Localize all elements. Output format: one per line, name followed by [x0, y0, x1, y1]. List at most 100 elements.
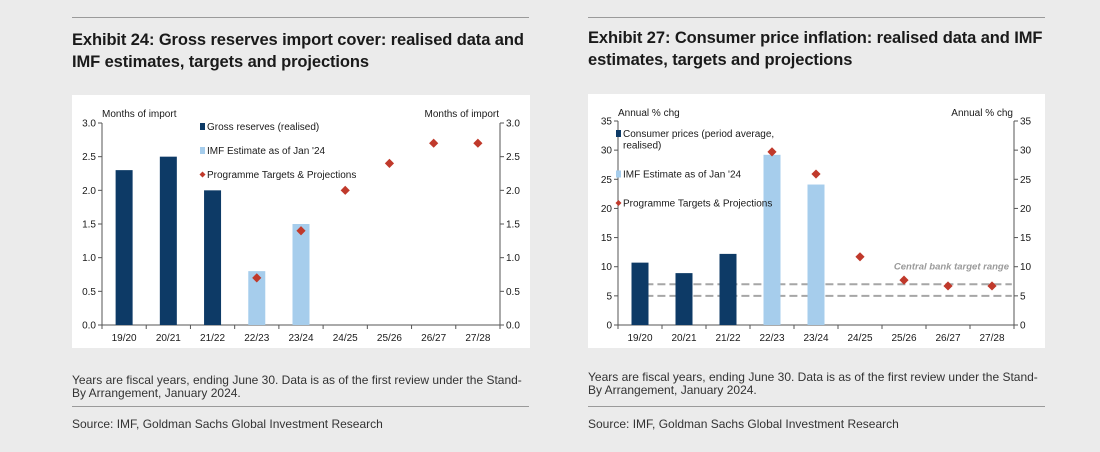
bar-21-22 [719, 253, 737, 325]
programme-marker-27-28 [987, 281, 997, 291]
x-tick-label: 27/28 [979, 333, 1004, 344]
x-tick-label: 24/25 [847, 333, 872, 344]
legend-swatch [200, 147, 205, 154]
target-range-label: Central bank target range [894, 262, 1010, 273]
bar-21-22 [204, 190, 222, 325]
left-tick-label: 0.0 [82, 321, 96, 332]
x-tick-label: 21/22 [200, 333, 225, 344]
programme-marker-25-26 [384, 158, 395, 168]
legend-swatch [616, 130, 621, 137]
x-tick-label: 26/27 [935, 333, 960, 344]
x-tick-label: 20/21 [671, 333, 696, 344]
top-rule-right [588, 17, 1045, 18]
legend-marker [615, 200, 622, 206]
x-tick-label: 22/23 [244, 333, 269, 344]
right-tick-label: 2.5 [506, 152, 520, 163]
x-tick-label: 20/21 [156, 333, 181, 344]
right-tick-label: 1.5 [506, 220, 520, 231]
left-tick-label: 15 [601, 233, 613, 244]
right-tick-label: 5 [1020, 291, 1026, 302]
programme-marker-26-27 [943, 281, 953, 291]
left-tick-label: 35 [601, 117, 613, 128]
legend-label: Consumer prices (period average, [623, 129, 774, 140]
left-tick-label: 30 [601, 146, 613, 157]
legend-label: IMF Estimate as of Jan '24 [207, 146, 326, 157]
left-tick-label: 0 [606, 321, 612, 332]
legend-label: Gross reserves (realised) [207, 122, 319, 133]
exhibit-27-note: Years are fiscal years, ending June 30. … [588, 370, 1038, 397]
note-rule-left [72, 406, 529, 407]
legend-label: Programme Targets & Projections [623, 199, 772, 210]
legend-swatch [200, 123, 205, 130]
programme-marker-22-23 [767, 147, 777, 157]
right-tick-label: 2.0 [506, 186, 520, 197]
bar-19-20 [115, 170, 133, 325]
legend-label: Programme Targets & Projections [207, 170, 356, 181]
bar-23-24 [807, 184, 825, 325]
right-tick-label: 3.0 [506, 119, 520, 130]
programme-marker-26-27 [429, 138, 439, 148]
right-tick-label: 15 [1020, 233, 1032, 244]
x-tick-label: 25/26 [377, 333, 402, 344]
left-tick-label: 2.0 [82, 186, 96, 197]
x-tick-label: 24/25 [333, 333, 358, 344]
bar-20-21 [675, 273, 693, 325]
left-tick-label: 25 [601, 175, 613, 186]
x-tick-label: 27/28 [465, 333, 490, 344]
left-tick-label: 5 [606, 291, 612, 302]
right-tick-label: 0.0 [506, 321, 520, 332]
left-tick-label: 0.5 [82, 287, 96, 298]
right-axis-title: Months of import [425, 109, 500, 120]
right-tick-label: 30 [1020, 146, 1032, 157]
x-tick-label: 21/22 [715, 333, 740, 344]
reserves-cover-chart: 0.0 0.0 0.5 0.5 1.0 1.0 1.5 1.5 2.0 2.0 2.5 2.5 3.0 3… [82, 109, 520, 344]
right-tick-label: 0 [1020, 321, 1026, 332]
right-tick-label: 25 [1020, 175, 1032, 186]
exhibit-24-title: Exhibit 24: Gross reserves import cover:… [72, 31, 524, 71]
note-rule-right [588, 406, 1045, 407]
bar-22-23 [248, 271, 266, 325]
programme-marker-24-25 [340, 185, 350, 195]
left-tick-label: 10 [601, 262, 613, 273]
right-tick-label: 10 [1020, 262, 1032, 273]
bar-20-21 [159, 156, 177, 325]
programme-marker-23-24 [811, 169, 821, 179]
right-axis-title: Annual % chg [951, 108, 1013, 119]
right-tick-label: 35 [1020, 117, 1032, 128]
left-tick-label: 1.5 [82, 220, 96, 231]
x-tick-label: 25/26 [891, 333, 916, 344]
legend-swatch [616, 170, 621, 178]
legend-marker [199, 171, 206, 178]
x-tick-label: 22/23 [759, 333, 784, 344]
bar-19-20 [631, 262, 649, 325]
left-axis-title: Months of import [102, 109, 177, 120]
x-tick-label: 19/20 [112, 333, 137, 344]
bar-22-23 [763, 154, 781, 325]
legend-label: IMF Estimate as of Jan '24 [623, 170, 742, 181]
left-tick-label: 2.5 [82, 152, 96, 163]
exhibit-27-title: Exhibit 27: Consumer price inflation: re… [588, 29, 1043, 69]
left-axis-title: Annual % chg [618, 108, 680, 119]
right-tick-label: 0.5 [506, 287, 520, 298]
x-tick-label: 23/24 [803, 333, 828, 344]
legend-label: realised) [623, 141, 661, 152]
chart-panel-left: 0.0 0.0 0.5 0.5 1.0 1.0 1.5 1.5 2.0 2.0 2.5 2.5 3.0 3… [72, 95, 530, 348]
x-tick-label: 26/27 [421, 333, 446, 344]
x-tick-label: 19/20 [627, 333, 652, 344]
left-tick-label: 1.0 [82, 253, 96, 264]
programme-marker-24-25 [855, 252, 865, 262]
top-rule-left [72, 17, 529, 18]
chart-panel-right: 0 0 5 5 10 10 15 15 20 20 25 25 30 30 35 35 19/20 20/21 21… [588, 94, 1045, 348]
exhibit-24-note: Years are fiscal years, ending June 30. … [72, 373, 522, 400]
exhibit-24-source: Source: IMF, Goldman Sachs Global Invest… [72, 417, 383, 431]
x-tick-label: 23/24 [288, 333, 313, 344]
inflation-chart: 0 0 5 5 10 10 15 15 20 20 25 25 30 30 35 35 19/20 20/21 21… [601, 108, 1032, 344]
bar-23-24 [292, 224, 310, 325]
right-tick-label: 20 [1020, 204, 1032, 215]
programme-marker-25-26 [899, 275, 909, 285]
exhibit-27-source: Source: IMF, Goldman Sachs Global Invest… [588, 417, 899, 431]
programme-marker-23-24 [296, 226, 306, 236]
left-tick-label: 20 [601, 204, 613, 215]
programme-marker-27-28 [473, 138, 483, 148]
right-tick-label: 1.0 [506, 253, 520, 264]
